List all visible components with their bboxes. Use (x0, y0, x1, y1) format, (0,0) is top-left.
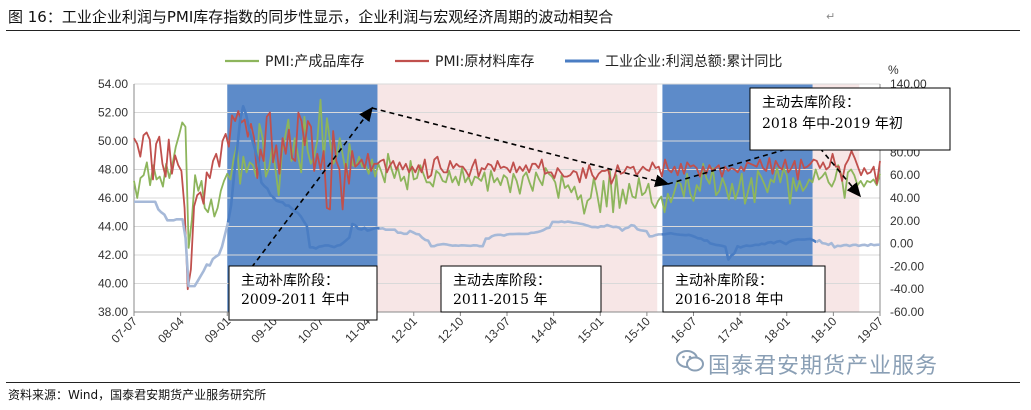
right-tick-label: -60.00 (890, 305, 924, 319)
series-line-profit (815, 238, 881, 249)
annotation-line1: 主动补库阶段： (241, 273, 339, 289)
chart: 38.00 40.00 42.00 44.00 46.00 48.00 50.00 52.00… (98, 53, 951, 346)
series-line-profit (379, 220, 662, 248)
series-line-pmi-finished (133, 98, 881, 249)
right-tick-label: 60.00 (890, 168, 920, 182)
right-tick-label: 20.00 (890, 214, 920, 228)
left-tick-label: 38.00 (98, 305, 128, 319)
trend-arrow (371, 107, 670, 188)
title-rule (6, 30, 1020, 31)
annotation-box (662, 265, 826, 313)
x-tick-label: 12-01 (388, 314, 420, 346)
x-tick-label: 15-10 (621, 314, 653, 346)
annotation-box (749, 87, 951, 151)
legend-label: PMI:原材料库存 (435, 54, 534, 70)
annotation-line1: 主动去库阶段： (453, 273, 551, 289)
figure-title: 图 16：工业企业利润与PMI库存指数的同步性显示，企业利润与宏观经济周期的波动… (8, 8, 614, 26)
right-tick-label: -40.00 (890, 282, 924, 296)
trend-arrow (229, 106, 373, 297)
x-tick-label: 13-07 (482, 314, 514, 346)
legend-label: 工业企业:利润总额:累计同比 (605, 53, 782, 70)
left-tick-label: 48.00 (98, 163, 128, 177)
x-tick-label: 17-04 (715, 314, 747, 346)
annotation-box (228, 265, 378, 321)
source-rule (6, 382, 1020, 383)
annotation-line1: 主动去库阶段： (762, 95, 860, 111)
x-tick-label: 12-10 (435, 314, 467, 346)
wechat-icon (676, 350, 704, 372)
series-line-profit (661, 231, 817, 261)
right-tick-label: -20.00 (890, 259, 924, 273)
watermark: 国泰君安期货产业服务 (708, 354, 939, 379)
left-tick-label: 42.00 (98, 248, 128, 262)
x-tick-label: 16-07 (668, 314, 700, 346)
series-line-profit (134, 200, 230, 288)
annotation-box (440, 265, 602, 313)
legend: PMI:产成品库存 PMI:原材料库存 工业企业:利润总额:累计同比 (225, 53, 782, 70)
x-tick-label: 08-04 (155, 314, 187, 346)
x-tick-label: 14-04 (528, 314, 560, 346)
left-tick-label: 40.00 (98, 277, 128, 291)
left-tick-label: 46.00 (98, 191, 128, 205)
x-tick-label: 18-01 (761, 314, 793, 346)
annotation-line2: 2009-2011 年中 (241, 292, 349, 308)
right-axis-unit: % (888, 63, 899, 77)
right-tick-label: 0.00 (890, 237, 914, 251)
right-tick-label: 40.00 (890, 191, 920, 205)
annotations: 主动补库阶段： 2009-2011 年中 主动去库阶段： 2011-2015 年 主动补… (228, 87, 951, 321)
left-tick-label: 50.00 (98, 134, 128, 148)
left-tick-label: 54.00 (98, 77, 128, 91)
x-tick-label: 15-01 (575, 314, 607, 346)
x-tick-label: 19-07 (855, 314, 887, 346)
paragraph-mark: ↵ (826, 10, 836, 23)
annotation-line2: 2011-2015 年 (453, 292, 547, 308)
series-line-profit (226, 104, 380, 250)
left-tick-label: 52.00 (98, 106, 128, 120)
annotation-line2: 2016-2018 年中 (675, 292, 783, 308)
legend-label: PMI:产成品库存 (265, 54, 364, 70)
x-tick-label: 18-10 (808, 314, 840, 346)
series-lines (133, 98, 881, 291)
left-tick-label: 44.00 (98, 220, 128, 234)
source-note: 资料来源：Wind，国泰君安期货产业服务研究所 (8, 388, 267, 402)
annotation-line1: 主动补库阶段： (675, 273, 773, 289)
annotation-line2: 2018 年中-2019 年初 (762, 115, 903, 132)
